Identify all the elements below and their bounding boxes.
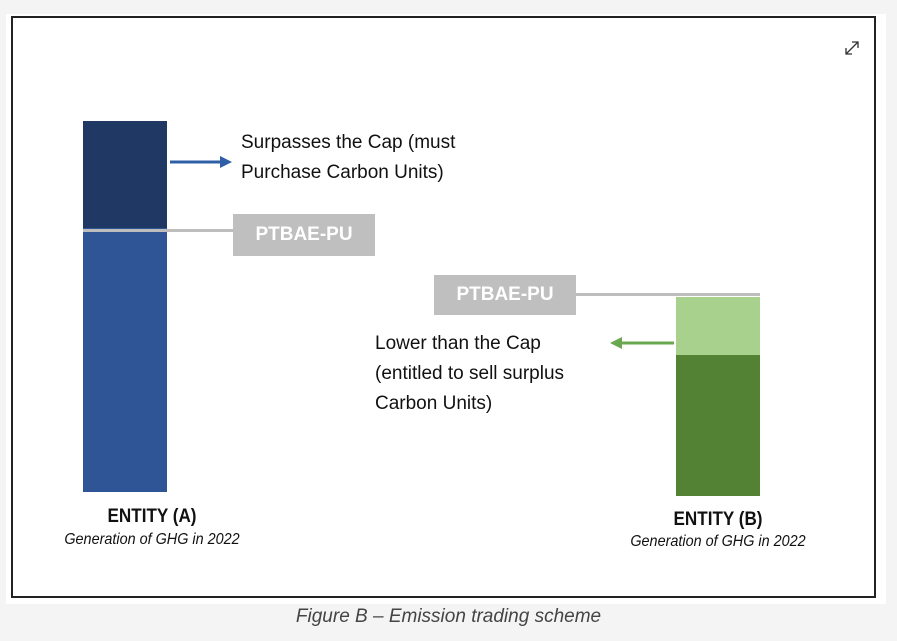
entity-b-note-line: (entitled to sell surplus [375, 363, 565, 384]
entity-a-note-line: Surpasses the Cap (must [241, 132, 456, 153]
entity-a-cap-line [83, 229, 233, 232]
entity-b-cap-label: PTBAE-PU [434, 275, 576, 315]
entity-b-cap-line [576, 293, 760, 296]
entity-b-surplus-bar [676, 297, 760, 355]
entity-a-excess-bar [83, 121, 167, 228]
entity-a-cap-label: PTBAE-PU [233, 214, 375, 256]
entity-b-note-line: Carbon Units) [375, 393, 493, 414]
arrow-right-icon [170, 156, 232, 168]
entity-b-note-line: Lower than the Cap [375, 333, 541, 354]
expand-icon[interactable] [843, 39, 861, 57]
entity-b-base-bar [676, 355, 760, 496]
figure-caption: Figure B – Emission trading scheme [295, 606, 602, 627]
entity-b-subtitle: Generation of GHG in 2022 [630, 533, 806, 550]
arrow-left-icon [610, 337, 674, 349]
entity-b-title: ENTITY (B) [673, 509, 763, 530]
entity-a-note-line: Purchase Carbon Units) [241, 162, 444, 183]
entity-a-base-bar [83, 228, 167, 492]
entity-a-title: ENTITY (A) [107, 506, 197, 527]
entity-a-subtitle: Generation of GHG in 2022 [64, 531, 240, 548]
entity-a-note: Surpasses the Cap (must Purchase Carbon … [241, 128, 455, 188]
entity-b-note: Lower than the Cap (entitled to sell sur… [375, 329, 564, 419]
